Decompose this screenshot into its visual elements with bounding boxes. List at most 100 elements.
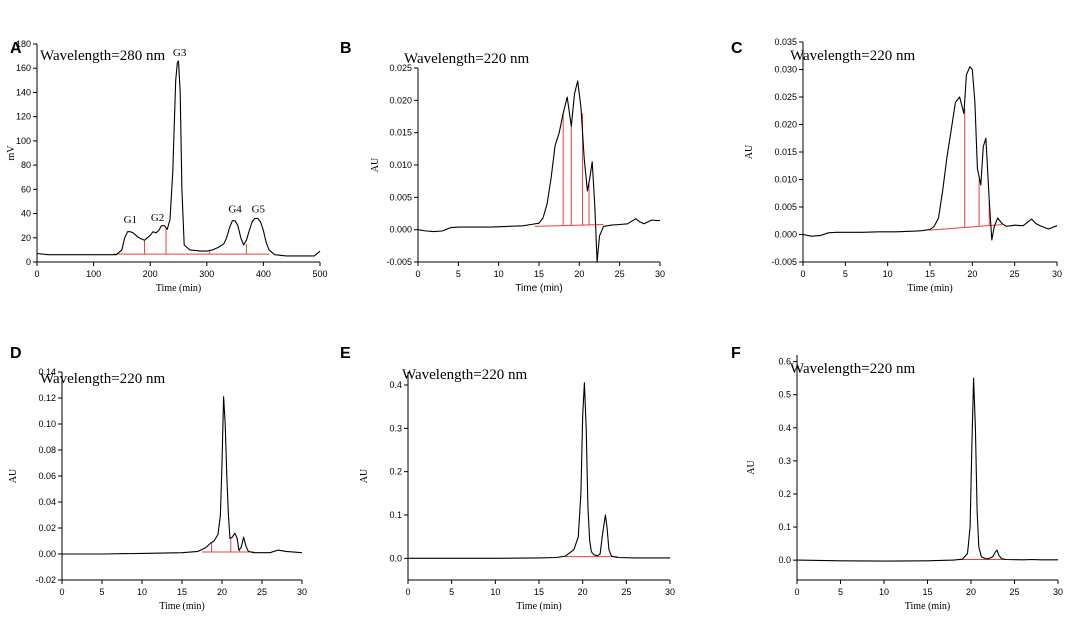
y-axis-title-a: mV	[6, 145, 17, 161]
peak-label-g1: G1	[124, 214, 137, 226]
x-tick-label-f: 20	[966, 587, 976, 597]
wavelength-annotation-f: Wavelength=220 nm	[790, 361, 915, 377]
peak-label-g3: G3	[173, 47, 187, 59]
integration-baseline-b	[534, 223, 604, 227]
x-axis-title-c: Time (min)	[907, 283, 952, 294]
x-tick-label-b: 15	[534, 269, 544, 279]
x-tick-label-b: 25	[615, 269, 625, 279]
y-tick-label-a: 20	[21, 233, 31, 243]
chromatogram-trace-b	[417, 80, 660, 263]
panel-e-chart: E 0 5 10 15 20 25 30 0.0 0.1 0.2 0.3 0.4 Time (min) AU…	[340, 345, 675, 612]
x-tick-label-d: 25	[257, 587, 267, 597]
x-axis-title-f: Time (min)	[905, 601, 950, 612]
peak-label-g2: G2	[151, 212, 164, 224]
panel-letter-c: C	[731, 40, 743, 57]
y-tick-label-c: 0.005	[774, 202, 797, 212]
x-axis-title-a: Time (min)	[156, 283, 201, 294]
x-tick-label-d: 30	[297, 587, 307, 597]
integration-baseline-c	[929, 224, 1003, 231]
x-tick-label-a: 300	[199, 269, 214, 279]
wavelength-annotation-b: Wavelength=220 nm	[404, 51, 529, 67]
y-tick-label-d: 0.00	[38, 549, 56, 559]
x-tick-label-e: 15	[534, 587, 544, 597]
y-tick-label-a: 140	[16, 87, 31, 97]
y-axis-title-f: AU	[746, 460, 757, 475]
y-tick-label-f: 0.4	[778, 423, 791, 433]
x-tick-label-c: 25	[1010, 269, 1020, 279]
y-tick-label-a: 180	[16, 39, 31, 49]
peak-label-g5: G5	[252, 203, 266, 215]
chromatogram-trace-a	[36, 60, 321, 257]
x-tick-label-d: 15	[177, 587, 187, 597]
panel-b-chart: B 0 5 10 15 20 25 30 -0.005 0.000 0.005 0.010 0.015 0…	[340, 40, 665, 294]
y-tick-label-f: 0.1	[778, 522, 791, 532]
y-tick-label-d: 0.08	[38, 445, 56, 455]
y-tick-label-e: 0.3	[389, 423, 402, 433]
y-tick-label-f: 0.2	[778, 489, 791, 499]
peak-label-g4: G4	[228, 203, 242, 215]
x-axis-title-d: Time (min)	[159, 601, 204, 612]
y-tick-label-c: 0.015	[774, 147, 797, 157]
x-tick-label-e: 30	[665, 587, 675, 597]
y-tick-label-a: 80	[21, 160, 31, 170]
x-tick-label-b: 20	[574, 269, 584, 279]
x-tick-label-b: 30	[655, 269, 665, 279]
panel-d-chart: D 0 5 10 15 20 25 30 -0.02 0.00 0.02 0.04 0.06 0.08 0.…	[8, 345, 307, 612]
x-tick-label-f: 30	[1053, 587, 1063, 597]
x-tick-label-c: 15	[925, 269, 935, 279]
y-tick-label-d: 0.10	[38, 419, 56, 429]
x-tick-label-a: 400	[256, 269, 271, 279]
wavelength-annotation-e: Wavelength=220 nm	[402, 367, 527, 383]
x-tick-label-e: 20	[578, 587, 588, 597]
y-tick-label-c: -0.005	[771, 257, 797, 267]
y-tick-label-c: 0.025	[774, 92, 797, 102]
y-axis-title-d: AU	[8, 468, 19, 483]
x-tick-label-d: 20	[217, 587, 227, 597]
y-tick-label-e: 0.1	[389, 510, 402, 520]
y-tick-label-c: 0.000	[774, 230, 797, 240]
y-tick-label-a: 160	[16, 63, 31, 73]
y-tick-label-b: 0.020	[389, 95, 412, 105]
chromatogram-trace-c	[802, 66, 1058, 241]
y-tick-label-b: 0.005	[389, 192, 412, 202]
panel-letter-d: D	[10, 345, 22, 362]
chromatogram-trace-d	[62, 396, 303, 555]
y-tick-label-b: -0.005	[386, 257, 412, 267]
y-tick-label-f: 0.6	[778, 357, 791, 367]
x-axis-title-e: Time (min)	[516, 601, 561, 612]
x-tick-label-e: 5	[449, 587, 454, 597]
x-tick-label-e: 25	[621, 587, 631, 597]
x-tick-label-b: 10	[494, 269, 504, 279]
x-tick-label-a: 200	[143, 269, 158, 279]
x-tick-label-f: 15	[922, 587, 932, 597]
panel-f-chart: F 0 5 10 15 20 25 30 0.0 0.1 0.2 0.3 0.4 0.5 0.6 Time (…	[731, 345, 1063, 612]
panel-letter-b: B	[340, 40, 352, 57]
y-tick-label-b: 0.000	[389, 225, 412, 235]
panel-a-chart: A 0 100 200 300 400 500 0 20 40 60 80 100 120 140 160 18…	[6, 39, 328, 294]
y-axis-title-e: AU	[359, 468, 370, 483]
x-tick-label-a: 0	[34, 269, 39, 279]
x-tick-label-d: 10	[137, 587, 147, 597]
wavelength-annotation-d: Wavelength=220 nm	[40, 371, 165, 387]
y-tick-label-e: 0.0	[389, 553, 402, 563]
y-tick-label-f: 0.3	[778, 456, 791, 466]
y-axis-title-c: AU	[744, 144, 755, 159]
y-tick-label-d: 0.02	[38, 523, 56, 533]
panel-letter-f: F	[731, 345, 741, 362]
chromatogram-trace-f	[796, 377, 1058, 562]
y-tick-label-c: 0.030	[774, 65, 797, 75]
y-tick-label-c: 0.020	[774, 120, 797, 130]
y-tick-label-e: 0.2	[389, 467, 402, 477]
y-tick-label-b: 0.015	[389, 128, 412, 138]
x-tick-label-f: 0	[794, 587, 799, 597]
y-tick-label-b: 0.025	[389, 63, 412, 73]
x-tick-label-f: 25	[1009, 587, 1019, 597]
x-tick-label-c: 10	[883, 269, 893, 279]
panel-letter-e: E	[340, 345, 351, 362]
y-tick-label-d: 0.06	[38, 471, 56, 481]
x-tick-label-a: 100	[86, 269, 101, 279]
y-tick-label-d: 0.14	[38, 367, 56, 377]
panel-letter-a: A	[10, 40, 22, 57]
wavelength-annotation-c: Wavelength=220 nm	[790, 48, 915, 64]
